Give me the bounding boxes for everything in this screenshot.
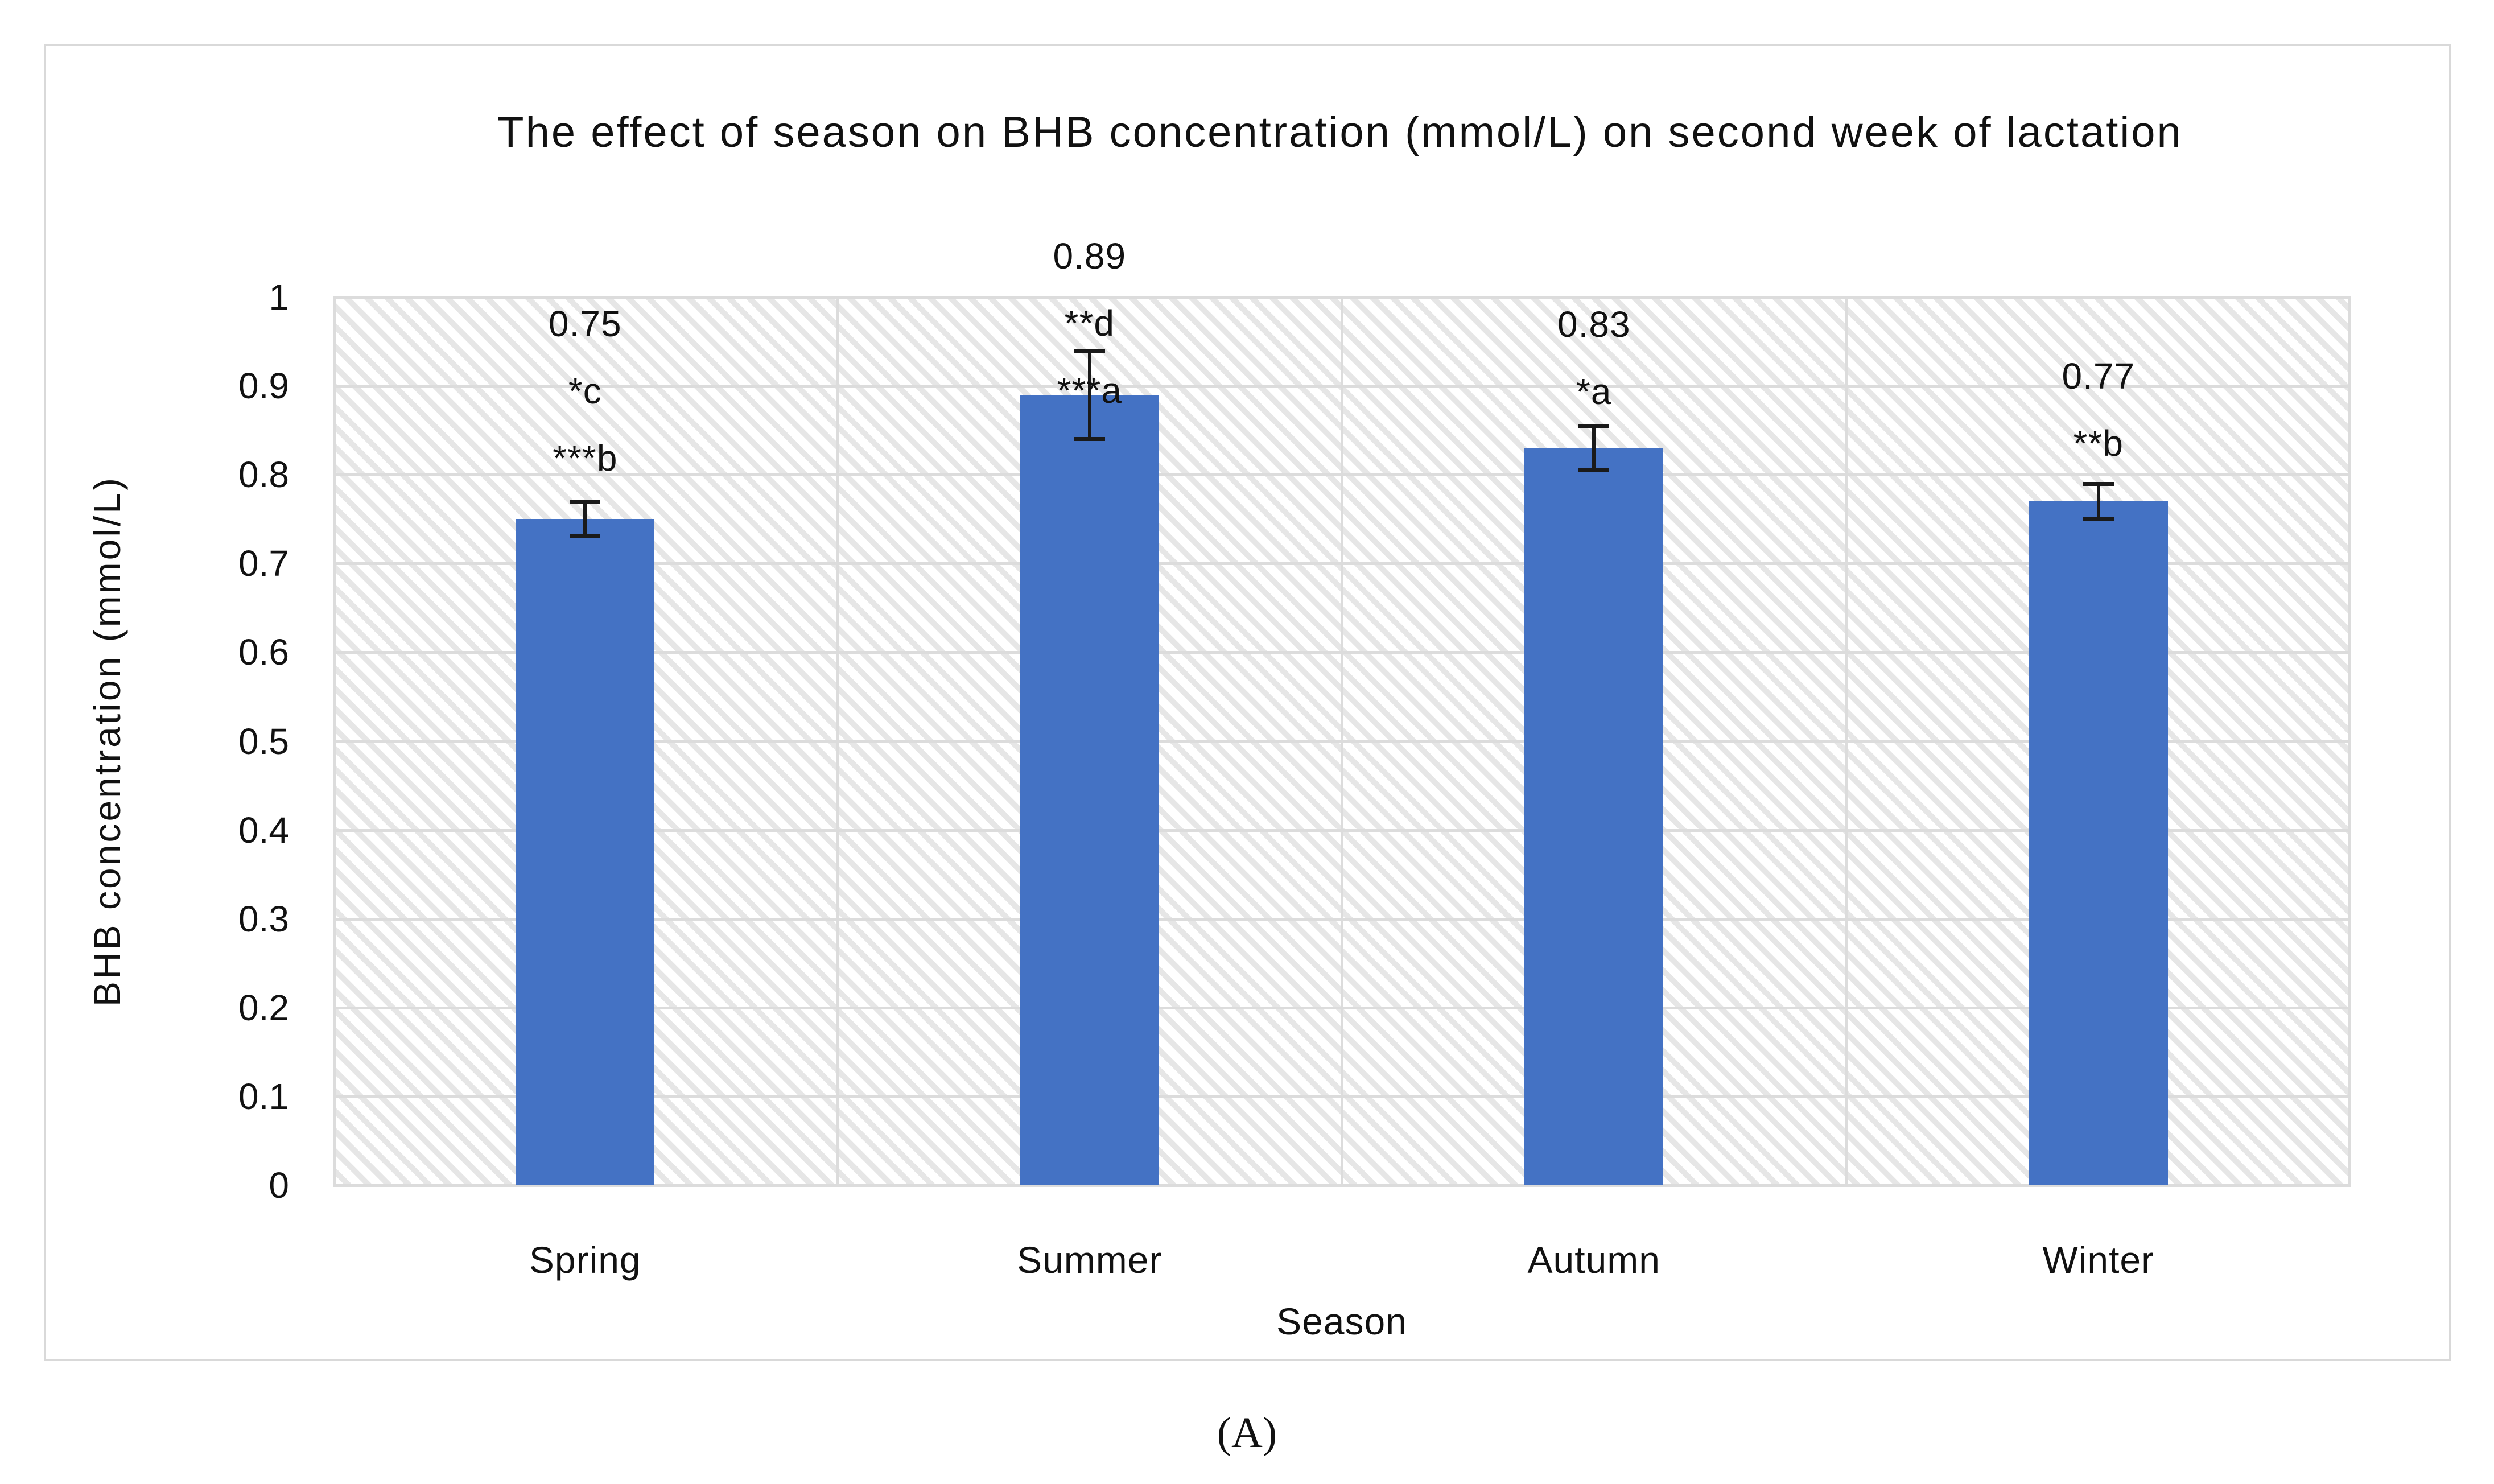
error-bar-cap-top-summer	[1074, 348, 1105, 353]
bar-annotation-summer: 0.89 **d ***a	[891, 222, 1289, 424]
bar-winter	[2029, 501, 2168, 1185]
gridline-vertical	[333, 297, 336, 1185]
x-axis-tick-label-summer: Summer	[1017, 1239, 1163, 1281]
bar-annotation-line: *c	[568, 370, 602, 411]
bar-summer	[1020, 394, 1159, 1185]
error-bar-stem-autumn	[1592, 426, 1596, 471]
error-bar-cap-top-winter	[2083, 481, 2114, 486]
bar-annotation-line: 0.89	[1053, 236, 1127, 277]
gridline-vertical	[836, 297, 839, 1185]
error-bar-stem-summer	[1087, 350, 1091, 439]
bar-annotation-line: 0.83	[1557, 304, 1631, 345]
y-axis-tick-label: 0	[269, 1165, 289, 1206]
gridline-vertical	[1341, 297, 1343, 1185]
error-bar-cap-bottom-winter	[2083, 517, 2114, 521]
bar-annotation-spring: 0.75 *c ***b	[386, 290, 784, 492]
y-axis-tick-label: 0.8	[238, 454, 289, 496]
bar-autumn	[1524, 448, 1664, 1185]
error-bar-cap-top-autumn	[1578, 424, 1610, 428]
gridline-vertical	[1845, 297, 1848, 1185]
error-bar-cap-top-spring	[570, 500, 601, 504]
bar-annotation-autumn: 0.83 *a	[1395, 291, 1793, 425]
y-axis-tick-label: 0.3	[238, 898, 289, 939]
bar-annotation-line: ***b	[553, 437, 618, 479]
x-axis-tick-label-winter: Winter	[2042, 1239, 2155, 1281]
x-axis-title: Season	[1276, 1300, 1407, 1342]
bar-annotation-line: **b	[2073, 422, 2124, 464]
error-bar-stem-spring	[583, 501, 587, 537]
chart-title: The effect of season on BHB concentratio…	[497, 108, 2183, 156]
gridline-horizontal	[333, 1184, 2351, 1187]
y-axis-tick-label: 0.4	[238, 809, 289, 851]
gridline-vertical	[2348, 297, 2351, 1185]
chart-frame: The effect of season on BHB concentratio…	[44, 44, 2451, 1361]
bar-annotation-line: 0.77	[2062, 355, 2136, 397]
error-bar-cap-bottom-autumn	[1578, 468, 1610, 472]
y-axis-tick-label: 0.9	[238, 365, 289, 407]
plot-area	[333, 296, 2351, 1187]
y-axis-tick-label: 0.7	[238, 543, 289, 584]
error-bar-stem-winter	[2096, 483, 2100, 520]
bar-annotation-winter: 0.77 **b	[1899, 343, 2298, 477]
y-axis-tick-label: 0.2	[238, 987, 289, 1028]
y-axis-tick-label: 1	[269, 277, 289, 318]
y-axis-tick-label: 0.6	[238, 632, 289, 673]
x-axis-tick-label-spring: Spring	[529, 1239, 641, 1281]
error-bar-cap-bottom-spring	[570, 534, 601, 539]
bar-annotation-line: *a	[1576, 371, 1612, 413]
y-axis-tick-label: 0.1	[238, 1075, 289, 1117]
error-bar-cap-bottom-summer	[1074, 436, 1105, 441]
bar-annotation-line: ***a	[1057, 370, 1122, 411]
bar-annotation-line: 0.75	[548, 303, 622, 344]
bar-annotation-line: **d	[1064, 303, 1115, 344]
y-axis-tick-label: 0.5	[238, 720, 289, 762]
x-axis-tick-label-autumn: Autumn	[1527, 1239, 1660, 1281]
figure-caption: (A)	[1217, 1409, 1277, 1457]
bar-spring	[516, 519, 655, 1185]
